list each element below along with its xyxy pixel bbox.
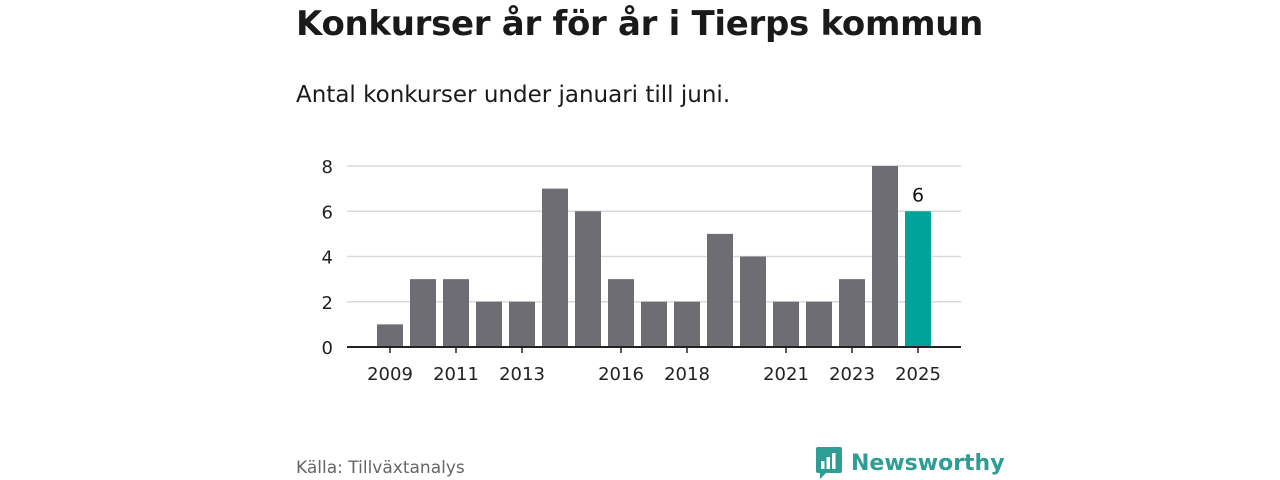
- source-note: Källa: Tillväxtanalys: [296, 458, 465, 478]
- x-tick-label: 2021: [763, 364, 809, 385]
- y-tick-label: 6: [322, 202, 333, 223]
- gridlines: [347, 165, 961, 303]
- bar-2013: [509, 301, 535, 347]
- bar-2010: [410, 279, 436, 347]
- bar-2017: [641, 301, 667, 347]
- x-tick-label: 2025: [895, 364, 941, 385]
- brand-logo: Newsworthy: [815, 446, 1005, 480]
- data-label-2025: 6: [912, 184, 924, 206]
- x-tick-label: 2018: [664, 364, 710, 385]
- x-tick-label: 2016: [598, 364, 644, 385]
- bar-2012: [476, 301, 502, 347]
- chart-subtitle: Antal konkurser under januari till juni.: [296, 82, 731, 108]
- bar-chart-speech-bubble-icon: [816, 447, 842, 479]
- y-tick-label: 2: [322, 293, 333, 314]
- x-tick-label: 2009: [367, 364, 413, 385]
- x-tick-label: 2023: [829, 364, 875, 385]
- bar-2019: [707, 233, 733, 347]
- bar-2015: [575, 211, 601, 347]
- bar-2011: [443, 279, 469, 347]
- x-axis-ticks: 2009 2011 2013 2016 2018 2021 2023 2025: [367, 347, 941, 385]
- bar-2009: [377, 324, 403, 347]
- chart-title: Konkurser år för år i Tierps kommun: [296, 4, 984, 44]
- x-tick-label: 2013: [499, 364, 545, 385]
- bar-2018: [674, 301, 700, 347]
- bar-2022: [806, 301, 832, 347]
- bar-2023: [839, 279, 865, 347]
- y-tick-label: 0: [322, 338, 333, 359]
- brand-name: Newsworthy: [851, 450, 1005, 476]
- data-labels: 6: [912, 184, 924, 206]
- bar-2025: [905, 211, 931, 347]
- bar-2021: [773, 301, 799, 347]
- y-tick-label: 8: [322, 157, 333, 178]
- bar-2016: [608, 279, 634, 347]
- bar-chart: 0 2 4 6 8 2009 2011 2013 2016 2018 2021 2023 2025 6: [322, 157, 961, 385]
- bar-2024: [872, 166, 898, 347]
- bars: [377, 166, 931, 347]
- y-axis-ticks: 0 2 4 6 8: [322, 157, 333, 359]
- bar-2014: [542, 188, 568, 347]
- x-tick-label: 2011: [433, 364, 479, 385]
- y-tick-label: 4: [322, 248, 333, 269]
- bar-2020: [740, 256, 766, 347]
